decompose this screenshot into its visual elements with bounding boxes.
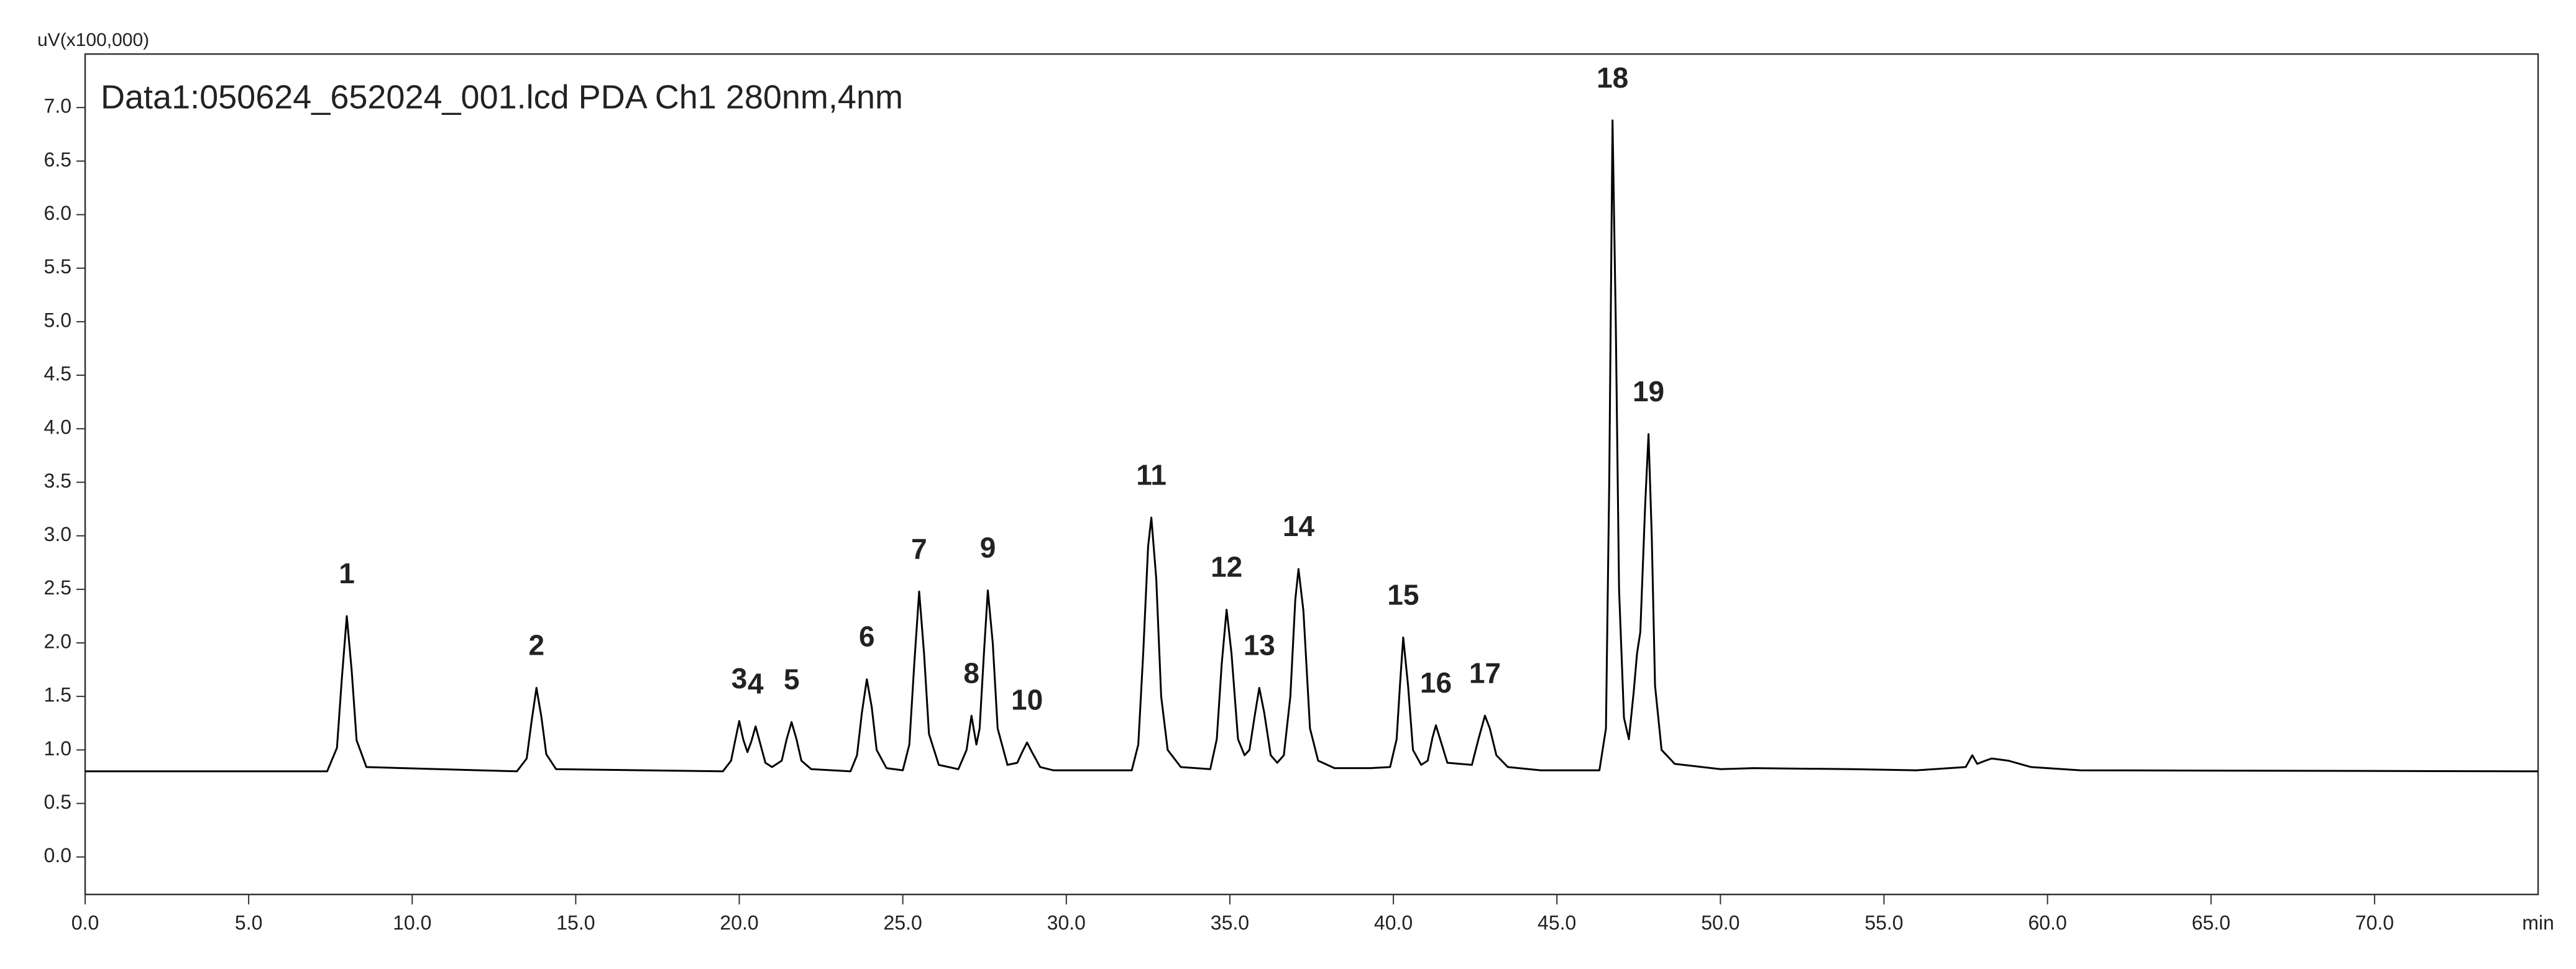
y-tick-label: 5.5 [44, 255, 71, 278]
y-tick-label: 0.0 [44, 844, 71, 867]
peak-label: 1 [339, 557, 355, 589]
peak-label: 11 [1136, 458, 1167, 491]
x-tick-label: 50.0 [1701, 911, 1739, 934]
y-tick-label: 0.5 [44, 791, 71, 813]
x-tick-label: 10.0 [393, 911, 431, 934]
y-tick-label: 1.5 [44, 684, 71, 706]
chart-title: Data1:050624_652024_001.lcd PDA Ch1 280n… [101, 78, 903, 116]
y-tick-label: 2.0 [44, 630, 71, 652]
peak-label: 15 [1387, 579, 1419, 611]
y-tick-label: 4.0 [44, 416, 71, 439]
peak-label: 5 [784, 663, 800, 696]
x-axis-label: min [2522, 911, 2554, 934]
peak-label: 6 [859, 621, 875, 653]
peak-label: 19 [1633, 375, 1664, 407]
y-axis-label: uV(x100,000) [37, 30, 149, 50]
peak-label: 12 [1211, 551, 1242, 583]
x-tick-label: 45.0 [1538, 911, 1576, 934]
y-tick-label: 1.0 [44, 737, 71, 760]
y-tick-label: 4.5 [44, 363, 71, 385]
peak-label: 7 [911, 532, 927, 565]
x-tick-label: 20.0 [720, 911, 758, 934]
peak-label: 16 [1420, 666, 1452, 699]
peak-label: 3 [731, 662, 748, 694]
peak-label: 4 [748, 668, 764, 700]
x-tick-label: 40.0 [1374, 911, 1413, 934]
x-tick-label: 65.0 [2192, 911, 2230, 934]
peak-label: 9 [980, 532, 996, 564]
x-tick-label: 15.0 [556, 911, 595, 934]
x-tick-label: 55.0 [1864, 911, 1903, 934]
y-tick-label: 7.0 [44, 95, 71, 117]
y-tick-label: 3.5 [44, 470, 71, 492]
peak-label: 10 [1011, 683, 1043, 716]
y-tick-label: 2.5 [44, 576, 71, 599]
y-tick-label: 5.0 [44, 309, 71, 331]
x-tick-label: 30.0 [1047, 911, 1086, 934]
x-tick-label: 5.0 [235, 911, 262, 934]
x-tick-label: 70.0 [2355, 911, 2394, 934]
peak-label: 8 [963, 657, 979, 689]
x-tick-label: 35.0 [1211, 911, 1249, 934]
y-tick-label: 6.0 [44, 202, 71, 224]
x-tick-label: 25.0 [884, 911, 922, 934]
plot-frame [84, 53, 2539, 896]
peak-label: 13 [1244, 629, 1275, 662]
peak-label: 17 [1469, 657, 1501, 689]
x-tick-label: 0.0 [71, 911, 99, 934]
y-tick-label: 3.0 [44, 523, 71, 545]
peak-label: 2 [528, 629, 544, 662]
peak-label: 14 [1283, 510, 1315, 542]
x-tick-label: 60.0 [2028, 911, 2066, 934]
peak-label: 18 [1597, 61, 1628, 94]
y-tick-label: 6.5 [44, 148, 71, 171]
chromatogram-trace [85, 119, 2539, 773]
